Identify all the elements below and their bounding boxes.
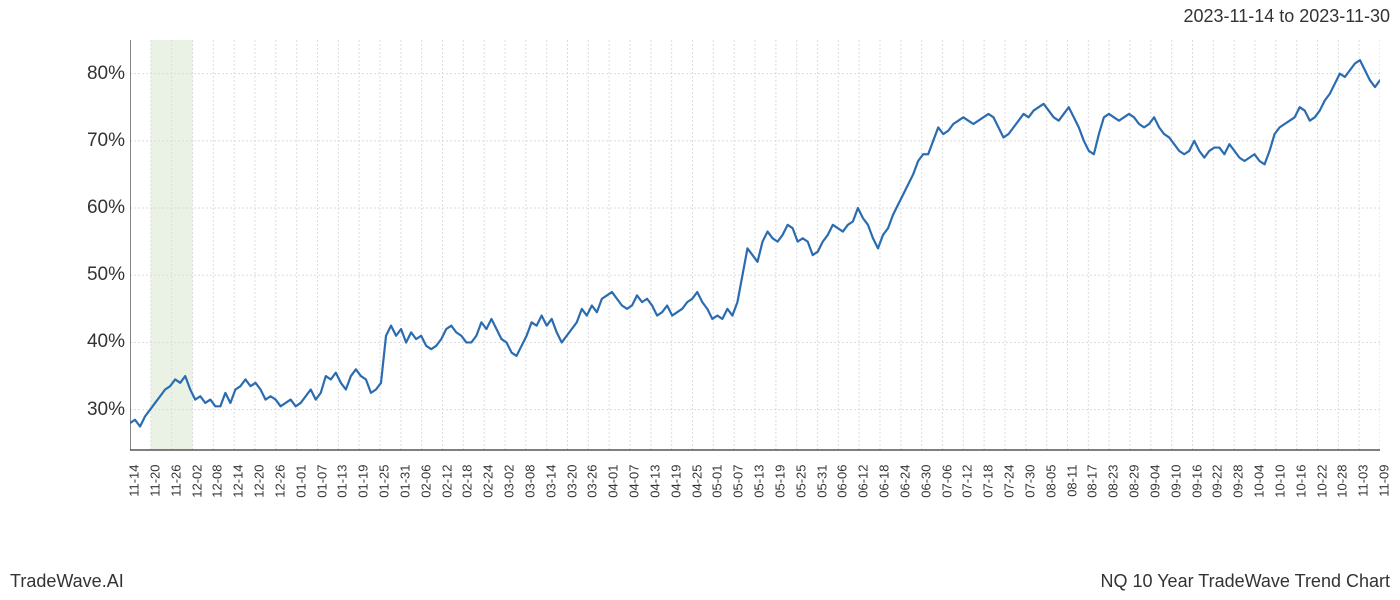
x-tick-label: 03-20 — [564, 465, 579, 498]
x-tick-label: 05-01 — [710, 465, 725, 498]
x-tick-label: 07-06 — [939, 465, 954, 498]
y-tick-label: 40% — [45, 331, 125, 353]
x-tick-label: 11-03 — [1356, 465, 1371, 497]
x-tick-label: 02-12 — [439, 465, 454, 498]
x-tick-label: 02-18 — [460, 465, 475, 498]
x-tick-label: 09-16 — [1189, 465, 1204, 498]
x-tick-label: 12-20 — [252, 465, 267, 498]
x-tick-label: 09-22 — [1210, 465, 1225, 498]
x-tick-label: 05-31 — [814, 465, 829, 498]
x-tick-label: 03-26 — [585, 465, 600, 498]
x-tick-label: 11-14 — [127, 465, 142, 497]
x-tick-label: 06-30 — [918, 465, 933, 498]
date-range-label: 2023-11-14 to 2023-11-30 — [1184, 6, 1391, 27]
x-tick-label: 09-10 — [1168, 465, 1183, 498]
x-tick-label: 08-11 — [1064, 465, 1079, 497]
x-tick-label: 05-13 — [752, 465, 767, 498]
x-tick-label: 11-20 — [147, 465, 162, 497]
y-tick-label: 50% — [45, 264, 125, 286]
x-tick-label: 06-12 — [856, 465, 871, 498]
x-tick-label: 08-17 — [1085, 465, 1100, 498]
x-tick-label: 05-19 — [772, 465, 787, 498]
x-tick-label: 12-02 — [189, 465, 204, 498]
y-tick-label: 60% — [45, 197, 125, 219]
x-tick-label: 12-26 — [272, 465, 287, 498]
x-tick-label: 01-01 — [293, 465, 308, 498]
x-tick-label: 10-04 — [1252, 465, 1267, 498]
trend-chart-svg — [130, 40, 1380, 510]
x-tick-label: 04-25 — [689, 465, 704, 498]
x-tick-label: 07-24 — [1002, 465, 1017, 498]
x-tick-label: 01-13 — [335, 465, 350, 498]
x-tick-label: 05-25 — [793, 465, 808, 498]
x-tick-label: 08-05 — [1043, 465, 1058, 498]
x-tick-label: 01-31 — [397, 465, 412, 498]
y-tick-label: 80% — [45, 63, 125, 85]
x-tick-label: 12-14 — [231, 465, 246, 498]
x-tick-label: 05-07 — [731, 465, 746, 498]
x-tick-label: 07-30 — [1022, 465, 1037, 498]
x-tick-label: 02-06 — [418, 465, 433, 498]
x-tick-label: 06-18 — [877, 465, 892, 498]
x-tick-label: 06-24 — [897, 465, 912, 498]
x-tick-label: 09-28 — [1231, 465, 1246, 498]
x-tick-label: 12-08 — [210, 465, 225, 498]
chart-container — [130, 40, 1380, 510]
x-tick-label: 08-23 — [1106, 465, 1121, 498]
x-tick-label: 07-12 — [960, 465, 975, 498]
x-tick-label: 03-14 — [543, 465, 558, 498]
x-tick-label: 08-29 — [1127, 465, 1142, 498]
x-tick-label: 10-22 — [1314, 465, 1329, 498]
footer-brand: TradeWave.AI — [10, 571, 124, 592]
x-tick-label: 01-07 — [314, 465, 329, 498]
x-tick-label: 11-26 — [168, 465, 183, 497]
x-tick-label: 01-19 — [356, 465, 371, 498]
x-tick-label: 07-18 — [981, 465, 996, 498]
x-tick-label: 09-04 — [1147, 465, 1162, 498]
x-tick-label: 06-06 — [835, 465, 850, 498]
x-tick-label: 04-07 — [627, 465, 642, 498]
x-tick-label: 10-28 — [1335, 465, 1350, 498]
x-tick-label: 02-24 — [481, 465, 496, 498]
x-tick-label: 01-25 — [377, 465, 392, 498]
x-tick-label: 03-08 — [522, 465, 537, 498]
x-tick-label: 04-01 — [606, 465, 621, 498]
x-tick-label: 10-10 — [1272, 465, 1287, 498]
x-tick-label: 10-16 — [1293, 465, 1308, 498]
x-tick-label: 11-09 — [1377, 465, 1392, 497]
footer-title: NQ 10 Year TradeWave Trend Chart — [1101, 571, 1391, 592]
x-tick-label: 04-19 — [668, 465, 683, 498]
x-tick-label: 04-13 — [647, 465, 662, 498]
x-tick-label: 03-02 — [502, 465, 517, 498]
y-axis-labels: 30% 40% 50% 60% 70% 80% — [45, 40, 125, 450]
y-tick-label: 30% — [45, 399, 125, 421]
y-tick-label: 70% — [45, 130, 125, 152]
x-axis-labels: 11-14 11-20 11-26 12-02 12-08 12-14 12-20 12-26… — [130, 455, 1380, 545]
